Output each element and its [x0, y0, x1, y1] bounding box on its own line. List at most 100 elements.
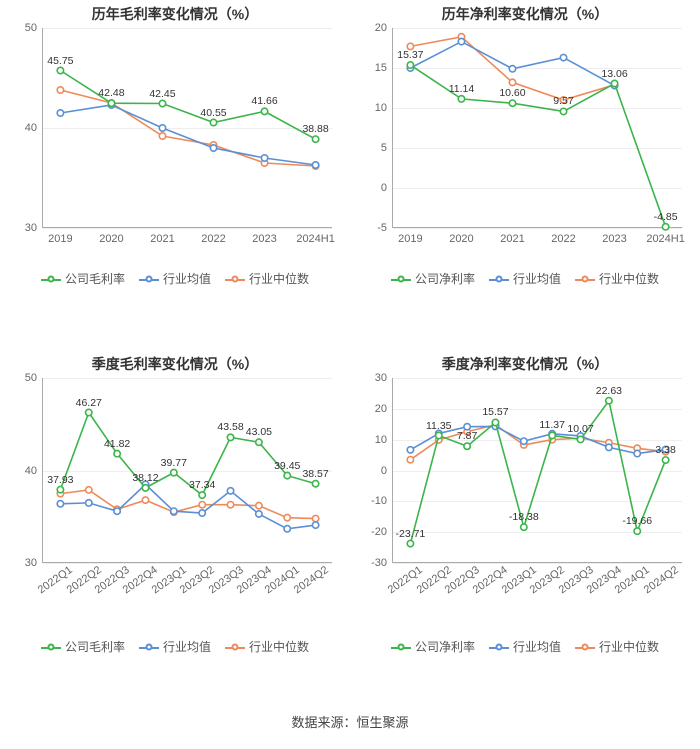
x-tick-label: 2022	[201, 233, 225, 245]
annual_gross-panel: 历年毛利率变化情况（%）3040502019202020212022202320…	[0, 0, 350, 350]
legend-swatch	[575, 274, 595, 284]
point-company	[407, 62, 413, 68]
series-svg	[43, 28, 333, 228]
data-label: -4.85	[654, 211, 678, 223]
legend-label: 行业均值	[513, 270, 561, 287]
point-company	[159, 100, 165, 106]
point-avg	[227, 488, 233, 494]
legend-item-avg: 行业均值	[489, 638, 561, 655]
point-avg	[606, 444, 612, 450]
y-tick-label: 30	[25, 557, 43, 569]
legend-label: 行业中位数	[599, 270, 659, 287]
legend-item-median: 行业中位数	[225, 270, 309, 287]
point-company	[560, 108, 566, 114]
point-company	[312, 481, 318, 487]
data-source-footer: 数据来源：恒生聚源	[0, 700, 700, 749]
plot-area: 3040502022Q12022Q22022Q32022Q42023Q12023…	[42, 378, 332, 563]
y-tick-label: 20	[375, 403, 393, 415]
y-tick-label: 10	[375, 102, 393, 114]
point-median	[407, 457, 413, 463]
legend-label: 公司毛利率	[65, 270, 125, 287]
annual_net-panel: 历年净利率变化情况（%）-505101520201920202021202220…	[350, 0, 700, 350]
x-tick-label: 2024H1	[296, 233, 335, 245]
legend: 公司净利率 行业均值 行业中位数	[350, 638, 700, 655]
point-company	[284, 472, 290, 478]
point-company	[464, 443, 470, 449]
point-company	[57, 486, 63, 492]
legend-label: 行业中位数	[249, 638, 309, 655]
data-label: 46.27	[76, 397, 102, 409]
legend-item-median: 行业中位数	[575, 270, 659, 287]
grid-line	[393, 228, 682, 229]
point-avg	[464, 424, 470, 430]
point-avg	[521, 438, 527, 444]
data-label: 11.14	[449, 83, 475, 95]
legend-item-median: 行业中位数	[575, 638, 659, 655]
data-label: 43.05	[246, 426, 272, 438]
data-label: 10.60	[499, 87, 525, 99]
point-company	[521, 524, 527, 530]
legend-item-company: 公司毛利率	[41, 638, 125, 655]
plot-area: -30-20-1001020302022Q12022Q22022Q32022Q4…	[392, 378, 682, 563]
point-company	[171, 469, 177, 475]
data-label: 15.37	[397, 49, 423, 61]
y-tick-label: 20	[375, 22, 393, 34]
y-tick-label: 5	[381, 142, 393, 154]
data-label: 10.07	[567, 423, 593, 435]
point-company	[261, 108, 267, 114]
point-avg	[509, 66, 515, 72]
data-label: 9.57	[553, 95, 573, 107]
legend-label: 行业中位数	[599, 638, 659, 655]
point-avg	[312, 522, 318, 528]
legend-swatch	[139, 274, 159, 284]
point-avg	[458, 38, 464, 44]
point-company	[142, 485, 148, 491]
legend-swatch	[391, 274, 411, 284]
legend-item-avg: 行业均值	[139, 638, 211, 655]
legend-swatch	[225, 274, 245, 284]
legend-label: 行业均值	[513, 638, 561, 655]
legend-label: 行业均值	[163, 638, 211, 655]
point-median	[227, 502, 233, 508]
legend-item-avg: 行业均值	[489, 270, 561, 287]
chart-title: 历年净利率变化情况（%）	[350, 0, 700, 24]
data-label: 11.35	[426, 420, 452, 432]
point-avg	[199, 510, 205, 516]
data-label: -19.66	[622, 515, 652, 527]
y-tick-label: 40	[25, 122, 43, 134]
point-median	[86, 487, 92, 493]
data-label: 39.77	[161, 457, 187, 469]
point-company	[549, 432, 555, 438]
data-label: 15.57	[482, 406, 508, 418]
grid-line	[393, 563, 682, 564]
x-tick-label: 2021	[500, 233, 524, 245]
legend-swatch	[139, 642, 159, 652]
q_net-panel: 季度净利率变化情况（%）-30-20-1001020302022Q12022Q2…	[350, 350, 700, 700]
grid-line	[43, 563, 332, 564]
legend-swatch	[489, 642, 509, 652]
legend-item-company: 公司毛利率	[41, 270, 125, 287]
point-company	[458, 96, 464, 102]
point-company	[108, 100, 114, 106]
series-avg	[60, 484, 315, 528]
point-avg	[312, 162, 318, 168]
point-median	[57, 87, 63, 93]
point-company	[86, 409, 92, 415]
point-median	[159, 133, 165, 139]
y-tick-label: 40	[25, 465, 43, 477]
legend-swatch	[489, 274, 509, 284]
legend-item-avg: 行业均值	[139, 270, 211, 287]
series-svg	[393, 28, 683, 228]
chart-title: 历年毛利率变化情况（%）	[0, 0, 350, 24]
point-avg	[86, 500, 92, 506]
series-svg	[393, 378, 683, 563]
chart-title: 季度毛利率变化情况（%）	[0, 350, 350, 374]
data-label: 38.57	[302, 468, 328, 480]
point-avg	[261, 155, 267, 161]
data-label: 3.38	[655, 444, 675, 456]
point-median	[312, 515, 318, 521]
y-tick-label: -20	[371, 526, 393, 538]
x-tick-label: 2020	[449, 233, 473, 245]
legend-label: 公司净利率	[415, 638, 475, 655]
point-company	[611, 80, 617, 86]
